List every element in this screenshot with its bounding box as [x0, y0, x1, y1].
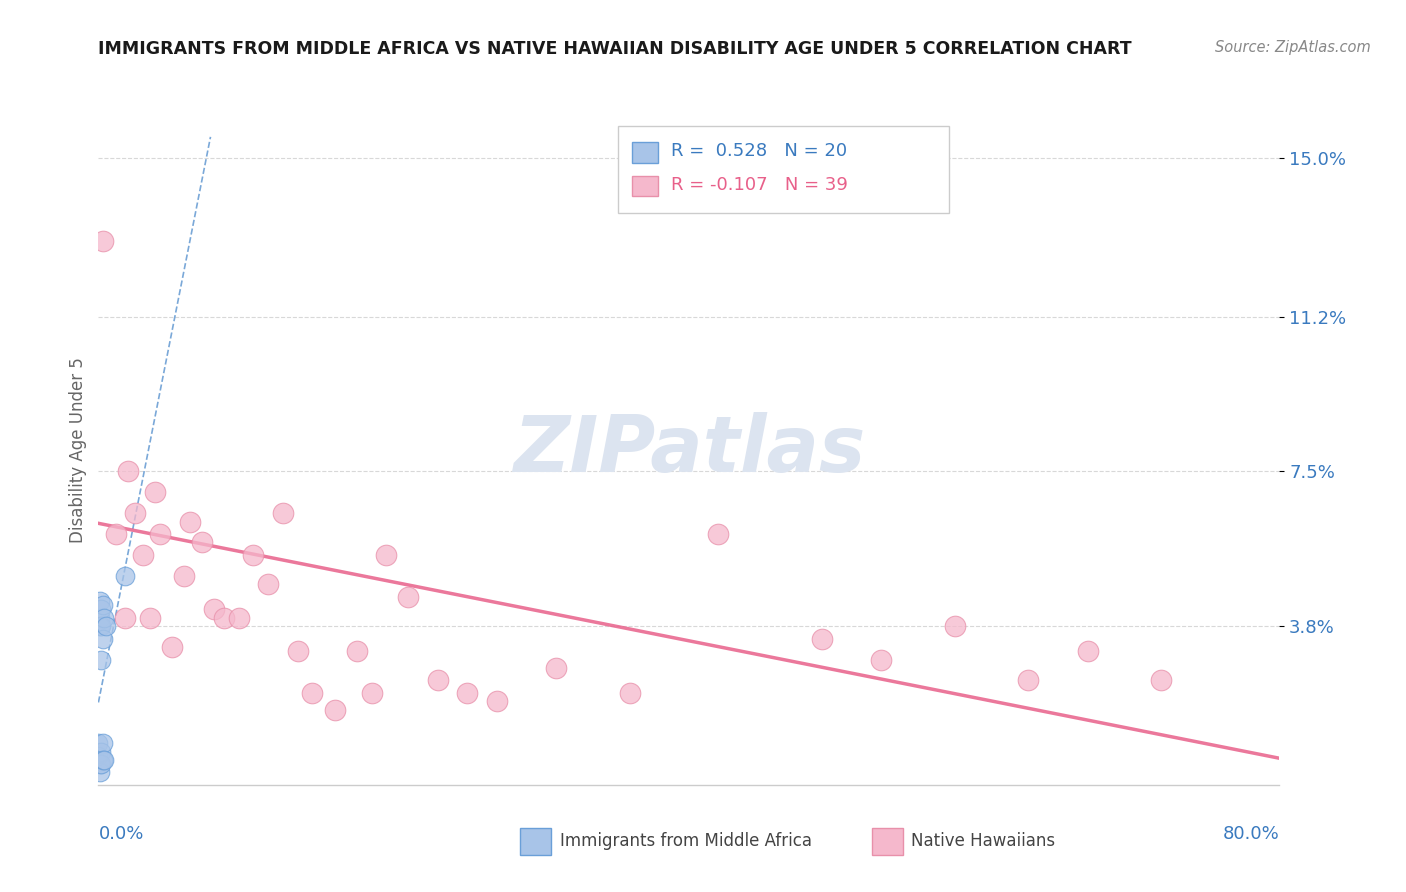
Point [90, 602, 112, 616]
Text: Native Hawaiians: Native Hawaiians [911, 832, 1056, 850]
Point [1150, 673, 1173, 688]
Point [89, 611, 111, 625]
Point [179, 515, 201, 529]
Point [287, 644, 309, 658]
Point [162, 640, 183, 654]
Point [132, 548, 155, 562]
Point [323, 703, 346, 717]
Point [143, 485, 166, 500]
FancyBboxPatch shape [633, 142, 658, 163]
FancyBboxPatch shape [633, 176, 658, 196]
Point [301, 686, 323, 700]
Text: R =  0.528   N = 20: R = 0.528 N = 20 [671, 143, 848, 161]
Text: R = -0.107   N = 39: R = -0.107 N = 39 [671, 176, 848, 194]
Point [90, 619, 112, 633]
Point [869, 652, 891, 666]
Point [1017, 673, 1039, 688]
Point [91, 736, 114, 750]
Point [91, 632, 114, 646]
Point [173, 569, 195, 583]
Point [456, 686, 478, 700]
Point [89, 757, 111, 772]
Text: ZIPatlas: ZIPatlas [513, 412, 865, 489]
Point [149, 527, 172, 541]
Point [202, 602, 225, 616]
Point [93, 611, 115, 625]
Point [89, 765, 111, 780]
Point [117, 464, 139, 478]
Point [114, 569, 136, 583]
Point [105, 527, 128, 541]
Point [427, 673, 450, 688]
Point [1077, 644, 1099, 658]
Point [271, 506, 294, 520]
Point [90, 757, 112, 772]
Y-axis label: Disability Age Under 5: Disability Age Under 5 [69, 358, 87, 543]
Point [87, 736, 110, 750]
Point [87, 748, 110, 763]
Point [139, 611, 162, 625]
Point [486, 694, 509, 708]
Point [375, 548, 398, 562]
Point [90, 652, 112, 666]
Point [91, 598, 114, 612]
FancyBboxPatch shape [619, 126, 949, 213]
Text: 0.0%: 0.0% [98, 825, 143, 843]
Text: Source: ZipAtlas.com: Source: ZipAtlas.com [1215, 40, 1371, 55]
Point [228, 611, 250, 625]
Point [91, 753, 114, 767]
Point [346, 644, 368, 658]
Point [360, 686, 382, 700]
Point [242, 548, 264, 562]
Point [93, 753, 115, 767]
Point [91, 235, 114, 249]
Point [212, 611, 235, 625]
Point [191, 535, 214, 549]
Point [810, 632, 832, 646]
Point [94, 619, 117, 633]
Point [89, 619, 111, 633]
Text: IMMIGRANTS FROM MIDDLE AFRICA VS NATIVE HAWAIIAN DISABILITY AGE UNDER 5 CORRELAT: IMMIGRANTS FROM MIDDLE AFRICA VS NATIVE … [98, 40, 1132, 58]
Point [544, 661, 567, 675]
Point [619, 686, 641, 700]
Point [90, 744, 112, 758]
Point [124, 506, 146, 520]
Point [114, 611, 136, 625]
Point [396, 590, 419, 604]
Text: 80.0%: 80.0% [1223, 825, 1279, 843]
Text: Immigrants from Middle Africa: Immigrants from Middle Africa [560, 832, 811, 850]
Point [89, 594, 111, 608]
Point [257, 577, 280, 591]
Point [707, 527, 730, 541]
Point [943, 619, 966, 633]
